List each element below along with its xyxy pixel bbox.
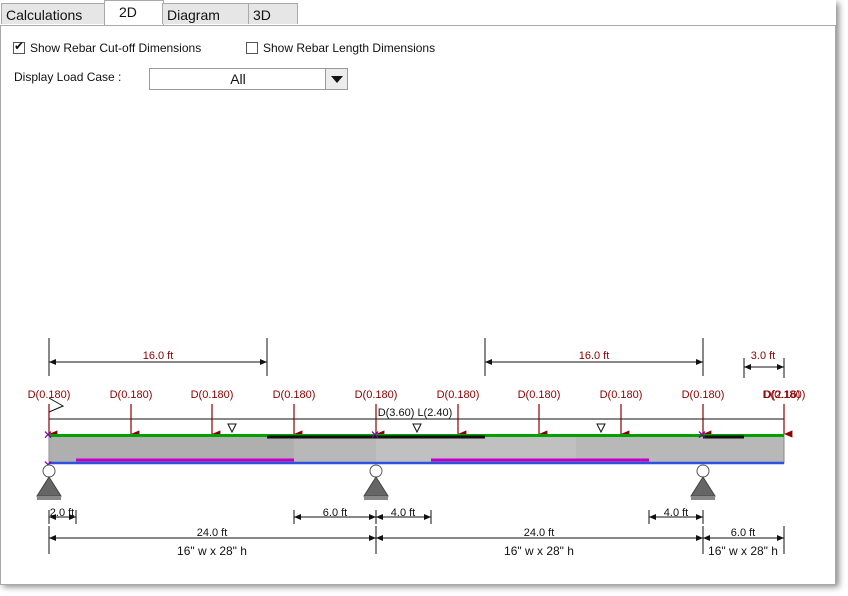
- span-dim-label: 6.0 ft: [731, 527, 755, 539]
- tab-diagram[interactable]: Diagram: [162, 3, 250, 24]
- tab-content-2d: ✔ Show Rebar Cut-off Dimensions Show Reb…: [0, 25, 836, 585]
- beam-2d-drawing: 16.0 ft 16.0 ft 3.0 ft D(0.180) D(0.180)…: [28, 338, 806, 558]
- span-dim-label: 24.0 ft: [197, 527, 228, 539]
- point-load-label: D(0.180): [437, 389, 480, 401]
- tab-calculations-label: Calculations: [6, 7, 83, 23]
- cutoff-dim-label: 4.0 ft: [664, 507, 688, 519]
- point-load-label: D(0.180): [273, 389, 316, 401]
- point-load-label: D(0.180): [763, 389, 806, 401]
- load-case-value: All: [230, 71, 246, 87]
- support-mark-icon: ✕: [697, 428, 707, 442]
- distributed-load-label: D(3.60) L(2.40): [378, 407, 453, 419]
- tab-bar: Calculations 2D Diagram 3D: [0, 0, 836, 26]
- tab-3d-label: 3D: [253, 7, 271, 23]
- support-left: ✕ ✕: [36, 428, 62, 500]
- tab-calculations[interactable]: Calculations: [1, 3, 105, 24]
- point-load-label: D(0.180): [191, 389, 234, 401]
- cutoff-checkbox-box[interactable]: ✔: [13, 39, 25, 54]
- show-length-checkbox[interactable]: Show Rebar Length Dimensions: [246, 41, 456, 55]
- chevron-down-icon[interactable]: [325, 69, 347, 89]
- load-case-label: Display Load Case :: [14, 70, 122, 84]
- length-checkbox-label: Show Rebar Length Dimensions: [263, 41, 436, 55]
- support-mark-icon: ✕: [43, 428, 53, 442]
- point-load-label: D(0.180): [355, 389, 398, 401]
- cutoff-dim-label: 2.0 ft: [50, 507, 74, 519]
- tab-diagram-label: Diagram: [167, 7, 220, 23]
- cutoff-dimensions: [48, 510, 704, 524]
- cutoff-checkbox-label: Show Rebar Cut-off Dimensions: [30, 41, 202, 55]
- point-load-label: D(0.180): [110, 389, 153, 401]
- point-load-label: D(0.180): [518, 389, 561, 401]
- top-dimensions: [48, 338, 785, 378]
- overlap-load-label: D(2.16): [764, 389, 801, 401]
- point-load-label: D(0.180): [28, 389, 71, 401]
- span-dimensions: [48, 526, 785, 554]
- concrete-texture: [49, 435, 294, 463]
- point-load-labels: D(0.180) D(0.180) D(0.180) D(0.180) D(0.…: [28, 389, 806, 401]
- concrete-texture: [376, 435, 576, 463]
- section-label: 16" w x 28" h: [708, 544, 778, 558]
- point-load-label: D(0.180): [682, 389, 725, 401]
- support-mark-icon: ✕: [370, 428, 380, 442]
- distributed-load-arrows: [227, 423, 606, 434]
- point-load-arrows: [48, 404, 793, 438]
- top-dim-label: 16.0 ft: [143, 350, 174, 362]
- span-dim-label: 24.0 ft: [524, 527, 555, 539]
- top-dim-label: 16.0 ft: [579, 350, 610, 362]
- tab-3d[interactable]: 3D: [248, 3, 298, 24]
- section-label: 16" w x 28" h: [504, 544, 574, 558]
- check-icon: ✔: [14, 39, 25, 53]
- show-cutoff-checkbox[interactable]: ✔ Show Rebar Cut-off Dimensions: [13, 39, 223, 55]
- tab-2d-label: 2D: [119, 4, 137, 20]
- support-right: ✕: [690, 428, 716, 500]
- section-label: 16" w x 28" h: [177, 544, 247, 558]
- cutoff-dim-label: 4.0 ft: [391, 507, 415, 519]
- point-load-label: D(0.180): [600, 389, 643, 401]
- cutoff-dim-label: 6.0 ft: [323, 507, 347, 519]
- length-checkbox-box[interactable]: [246, 42, 258, 54]
- tab-2d[interactable]: 2D: [104, 0, 164, 26]
- top-dim-label: 3.0 ft: [751, 350, 775, 362]
- load-case-select[interactable]: All: [149, 68, 348, 90]
- distributed-load-flag: [48, 397, 65, 413]
- support-middle: ✕: [363, 428, 389, 500]
- app-window: Calculations 2D Diagram 3D ✔ Show Rebar …: [0, 0, 836, 585]
